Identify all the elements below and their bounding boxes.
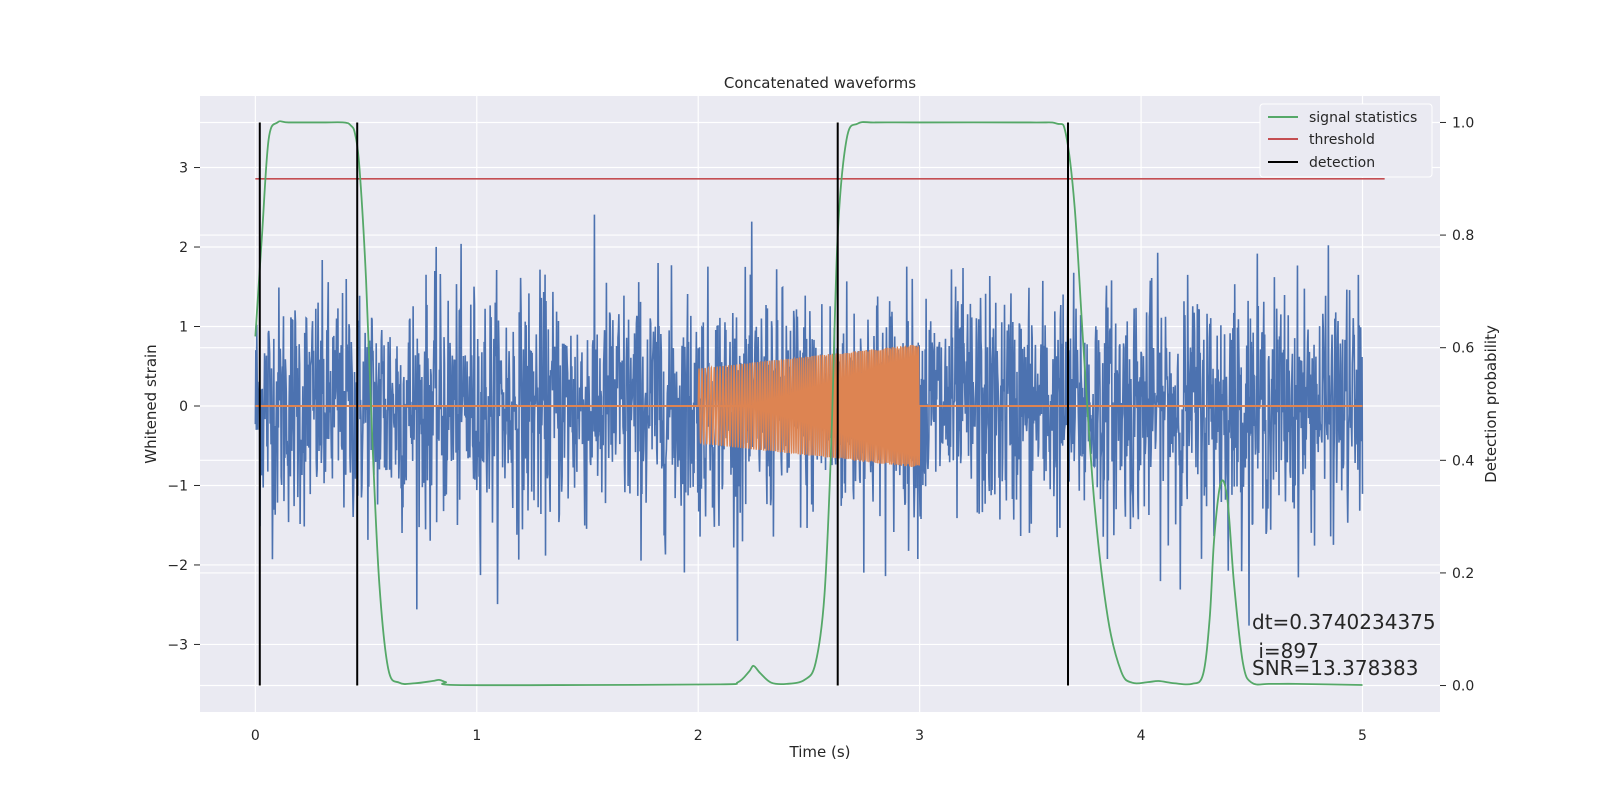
legend-label-threshold: threshold: [1309, 132, 1375, 148]
x-tick-label: 0: [251, 728, 260, 744]
x-tick-label: 5: [1358, 728, 1367, 744]
ticks-layer: 0 1 2 3 4 5 −3 −2 −1 0 1 2 3 0.0 0.2 0.4 0.6 0.8 1.0: [167, 115, 1474, 744]
legend: signal statistics threshold detection: [1259, 103, 1433, 178]
x-tick-label: 1: [472, 728, 481, 744]
x-tick-label: 4: [1137, 728, 1146, 744]
x-axis-label: Time (s): [789, 743, 851, 761]
y-tick-label: −2: [167, 558, 188, 574]
y-axis-label: Whitened strain: [142, 344, 160, 463]
y2-tick-label: 0.2: [1452, 566, 1474, 582]
y-tick-label: 0: [179, 399, 188, 415]
y-tick-label: 1: [179, 320, 188, 336]
annotation-dt: dt=0.3740234375: [1252, 610, 1436, 634]
signal-statistics-series: [254, 120, 1363, 687]
annotation-index: i=897: [1252, 639, 1319, 663]
y2-tick-label: 0.8: [1452, 228, 1474, 244]
y2-tick-label: 1.0: [1452, 115, 1474, 131]
legend-label-signal-statistics: signal statistics: [1309, 110, 1417, 126]
chart-title: Concatenated waveforms: [724, 74, 916, 92]
x-tick-label: 3: [915, 728, 924, 744]
annotation-snr: SNR=13.378383: [1252, 656, 1418, 680]
series-layer: [254, 120, 1385, 687]
legend-box: [1259, 103, 1433, 178]
y-tick-label: −3: [167, 637, 188, 653]
x-tick-label: 2: [694, 728, 703, 744]
y-tick-label: 3: [179, 161, 188, 177]
y-tick-label: −1: [167, 478, 188, 494]
y2-tick-label: 0.4: [1452, 453, 1474, 469]
y2-tick-label: 0.6: [1452, 341, 1474, 357]
y2-axis-label: Detection probability: [1482, 325, 1500, 483]
y2-tick-label: 0.0: [1452, 679, 1474, 695]
injection-series: [697, 344, 921, 468]
legend-label-detection: detection: [1309, 155, 1375, 171]
y-tick-label: 2: [179, 240, 188, 256]
